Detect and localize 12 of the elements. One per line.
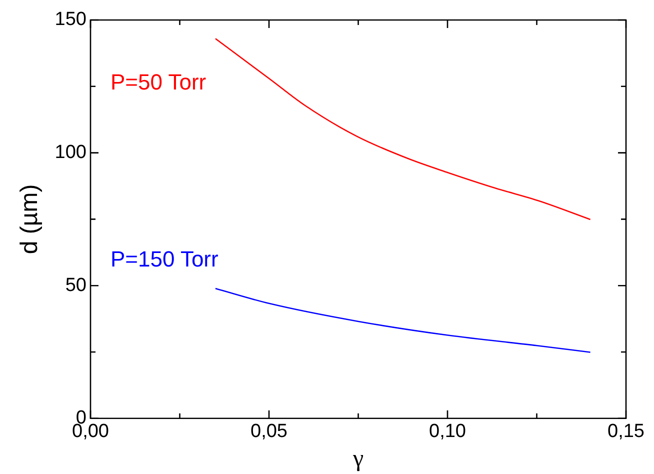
x-axis-title: γ: [352, 446, 364, 472]
line-series: [214, 288, 591, 353]
x-tick-label: 0,15: [608, 421, 644, 442]
y-tick-label: 100: [54, 142, 86, 164]
series-label: P=150 Torr: [110, 246, 218, 272]
x-tick-label: 0,10: [429, 421, 466, 442]
x-tick-label: 0,05: [250, 421, 288, 442]
y-tick-label: 150: [54, 9, 86, 30]
series-label: P=50 Torr: [110, 70, 206, 95]
y-tick-label: 50: [65, 274, 86, 296]
y-axis-title: d (µm): [16, 184, 44, 254]
line-series: [214, 38, 591, 220]
